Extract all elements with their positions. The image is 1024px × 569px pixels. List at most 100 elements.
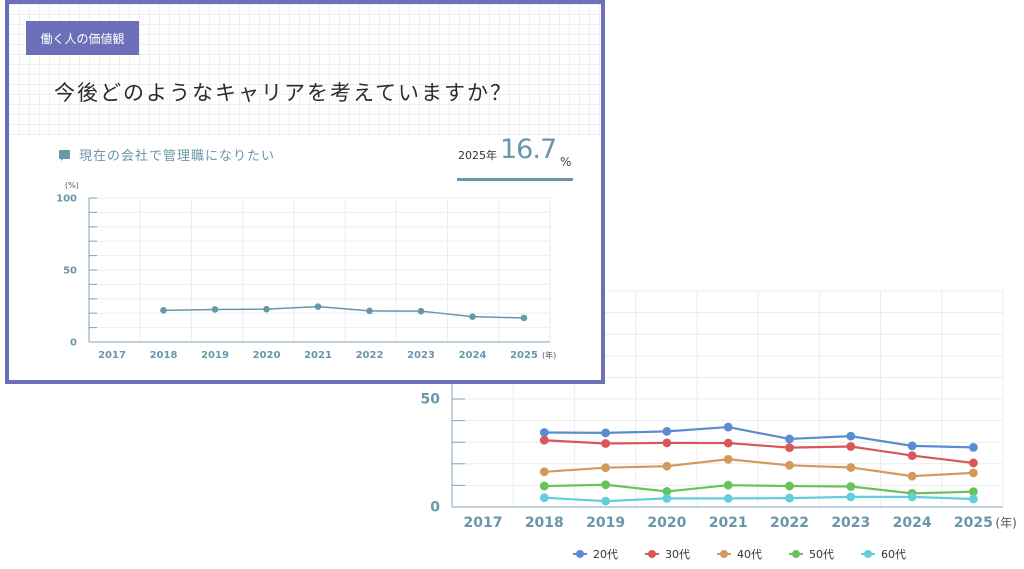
metric-label-text: 現在の会社で管理職になりたい [79, 149, 276, 164]
x-tick-label: 2020 [647, 515, 686, 531]
data-point [539, 435, 549, 445]
x-tick-label: 2021 [304, 350, 332, 361]
series-line [544, 483, 974, 495]
data-point [785, 481, 794, 491]
data-point [723, 480, 733, 490]
x-tick-label: 2024 [459, 350, 487, 361]
legend-item: 20代 [573, 546, 618, 562]
chart-legend: 20代 30代 40代 50代 60代 [573, 546, 933, 562]
data-point [723, 422, 733, 432]
data-point [263, 305, 270, 313]
speech-bubble-icon [59, 150, 70, 161]
x-tick-label: 2021 [709, 515, 748, 531]
data-point [314, 303, 322, 310]
data-point [662, 438, 672, 448]
data-point [846, 463, 856, 472]
x-tick-label: 2025 [510, 350, 538, 361]
data-point [723, 493, 733, 503]
y-tick-label: 50 [421, 392, 441, 408]
series-line [544, 495, 974, 503]
metric-underline [457, 178, 573, 181]
data-point [539, 493, 549, 503]
x-axis-unit: (年) [542, 350, 556, 360]
data-point [969, 458, 978, 468]
data-point [520, 314, 528, 322]
x-tick-label: 2017 [98, 350, 126, 361]
data-point [539, 467, 549, 477]
data-point [969, 494, 978, 504]
legend-item: 40代 [717, 546, 762, 562]
legend-swatch [645, 550, 659, 558]
series-line [544, 439, 974, 465]
data-point [907, 471, 917, 481]
data-point [969, 442, 978, 452]
series-line [544, 458, 974, 478]
legend-swatch [573, 550, 587, 558]
x-tick-label: 2022 [356, 350, 384, 361]
y-tick-label: 50 [63, 265, 77, 276]
metric-year: 2025年 [458, 149, 497, 162]
x-tick-label: 2024 [893, 515, 932, 531]
x-tick-label: 2018 [150, 350, 178, 361]
career-question-card: 働く人の価値観 今後どのようなキャリアを考えていますか？ 現在の会社で管理職にな… [5, 0, 605, 384]
legend-item: 50代 [789, 546, 834, 562]
y-tick-label: 100 [56, 193, 77, 204]
x-tick-label: 2023 [407, 350, 435, 361]
x-tick-label: 2023 [831, 515, 870, 531]
data-point [785, 460, 794, 470]
data-point [211, 306, 219, 313]
x-tick-label: 2025 [954, 515, 993, 531]
metric-value: 16.7 [500, 134, 557, 165]
legend-label: 40代 [737, 548, 762, 561]
question-title: 今後どのようなキャリアを考えていますか？ [54, 81, 513, 105]
data-point [662, 493, 672, 503]
data-point [846, 442, 856, 451]
data-point [846, 482, 856, 491]
data-point [662, 461, 672, 471]
series-line [544, 425, 974, 449]
y-axis-label: (%) [65, 181, 79, 190]
category-tag: 働く人の価値観 [26, 21, 139, 55]
data-point [969, 468, 978, 478]
data-point [969, 487, 978, 497]
data-point [785, 434, 794, 444]
data-point [601, 480, 610, 490]
x-axis-unit: (年) [995, 516, 1016, 530]
data-point [160, 307, 167, 314]
y-tick-label: 0 [430, 500, 440, 516]
data-point [907, 441, 917, 451]
x-tick-label: 2019 [586, 515, 625, 531]
x-tick-label: 2017 [464, 515, 503, 531]
data-point [846, 431, 856, 441]
legend-label: 30代 [665, 548, 690, 561]
metric-unit: % [560, 155, 572, 169]
legend-label: 60代 [881, 548, 906, 561]
data-point [723, 438, 733, 448]
metric-label: 現在の会社で管理職になりたい [59, 145, 275, 164]
x-tick-label: 2020 [253, 350, 281, 361]
data-point [601, 439, 610, 448]
legend-label: 20代 [593, 548, 618, 561]
x-tick-label: 2018 [525, 515, 564, 531]
data-point [469, 313, 476, 320]
data-point [907, 492, 917, 502]
data-point [366, 307, 373, 315]
data-point [601, 428, 610, 438]
data-point [907, 451, 917, 460]
legend-swatch [789, 550, 803, 558]
series-line [163, 305, 525, 319]
data-point [601, 463, 610, 473]
legend-item: 60代 [861, 546, 906, 562]
data-point [417, 307, 425, 315]
legend-swatch [717, 550, 731, 558]
data-point [662, 427, 672, 436]
data-point [662, 487, 672, 496]
x-tick-label: 2019 [201, 350, 229, 361]
data-point [539, 428, 549, 437]
x-tick-label: 2022 [770, 515, 809, 531]
data-point [785, 493, 794, 503]
data-point [846, 492, 856, 502]
data-point [785, 443, 794, 452]
legend-label: 50代 [809, 548, 834, 561]
